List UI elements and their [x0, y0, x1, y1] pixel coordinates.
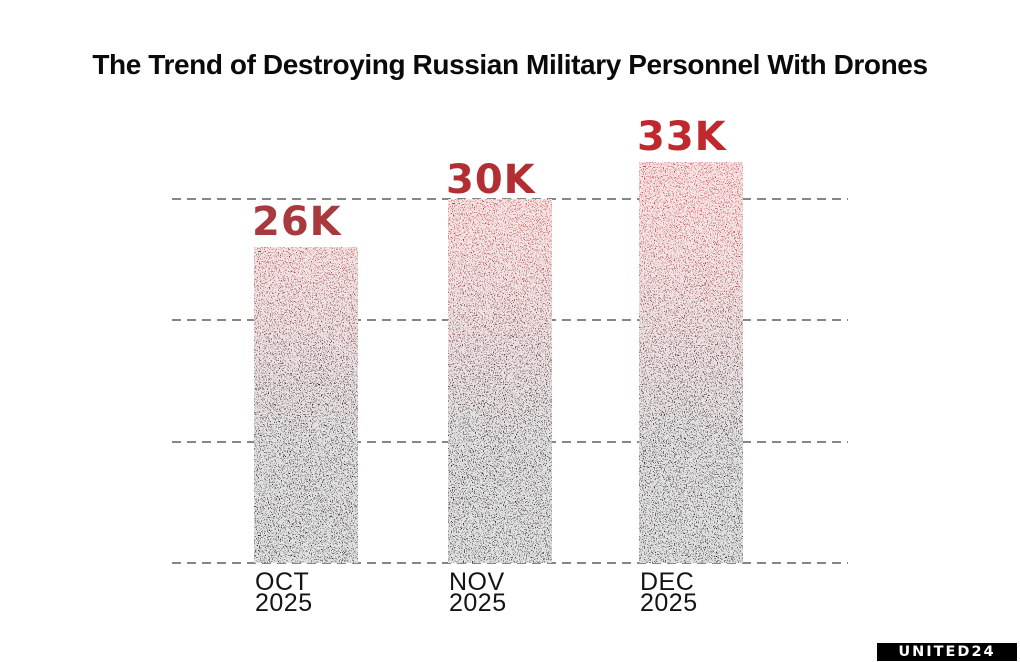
gridline-0k: [172, 562, 848, 564]
bar: [639, 162, 743, 563]
x-axis-label: NOV 2025: [449, 568, 507, 617]
bar-value-label: 26K: [252, 199, 342, 245]
grunge-texture: [254, 247, 358, 563]
grunge-texture: [639, 162, 743, 563]
x-axis-label: OCT 2025: [255, 568, 313, 617]
united24-logo-text: UNITED24: [898, 643, 996, 660]
grunge-texture: [448, 198, 552, 563]
bar: [448, 198, 552, 563]
x-axis-label-year: 2025: [255, 589, 313, 617]
bar-value-label: 30K: [446, 157, 536, 203]
united24-logo: UNITED24: [877, 643, 1017, 661]
bar-value-label: 33K: [637, 114, 727, 160]
x-axis-label-month: DEC: [640, 568, 695, 596]
chart-title: The Trend of Destroying Russian Military…: [92, 49, 928, 80]
x-axis-label-year: 2025: [449, 589, 507, 617]
x-axis-label-month: NOV: [449, 568, 505, 596]
x-axis-label: DEC 2025: [640, 568, 698, 617]
bar: [254, 247, 358, 563]
x-axis-label-year: 2025: [640, 589, 698, 617]
x-axis-label-month: OCT: [255, 568, 310, 596]
